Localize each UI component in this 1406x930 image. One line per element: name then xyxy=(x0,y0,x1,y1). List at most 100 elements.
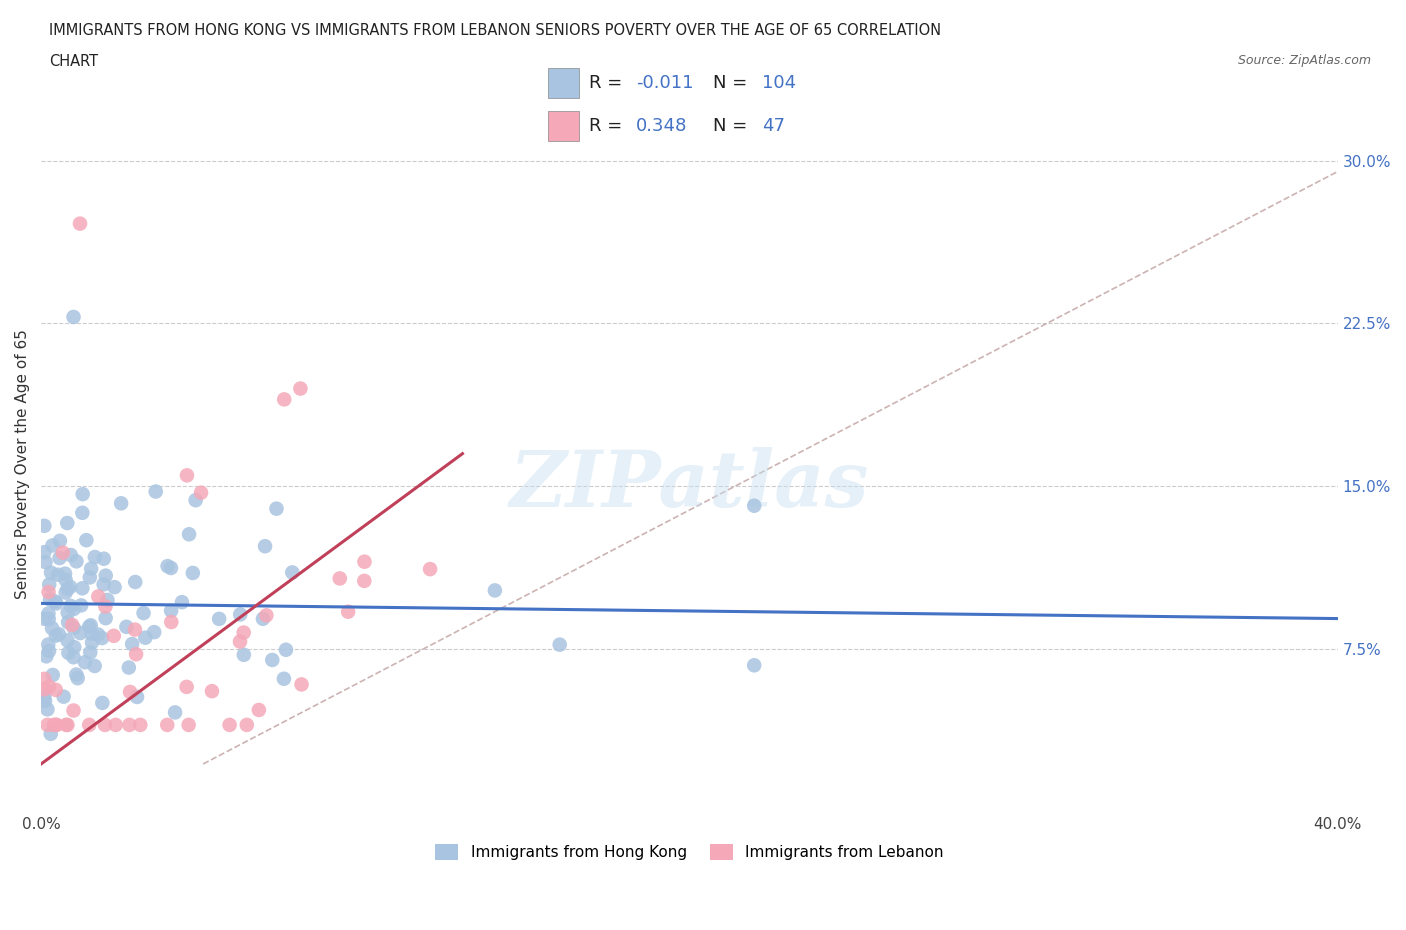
Point xyxy=(45,596,67,611)
Point xyxy=(91,631,114,645)
Point xyxy=(62,650,84,665)
Point xyxy=(254,608,277,623)
Point xyxy=(59,599,82,614)
Point xyxy=(484,583,506,598)
Point xyxy=(94,717,117,732)
Point xyxy=(229,634,252,649)
Point xyxy=(65,667,87,682)
Point xyxy=(156,559,179,574)
Point xyxy=(190,485,212,500)
Point xyxy=(337,604,360,619)
Point xyxy=(65,554,87,569)
Point xyxy=(290,381,312,396)
Point xyxy=(34,671,56,686)
Point xyxy=(118,684,141,699)
Point xyxy=(72,581,94,596)
Point xyxy=(177,526,200,541)
Point xyxy=(103,579,125,594)
Point xyxy=(34,611,56,626)
Point xyxy=(94,568,117,583)
Point xyxy=(252,611,274,626)
Point xyxy=(56,605,79,620)
Point xyxy=(87,589,110,604)
Text: 104: 104 xyxy=(762,74,796,92)
Point xyxy=(38,679,60,694)
Point xyxy=(39,726,62,741)
Point xyxy=(34,682,56,697)
Point xyxy=(273,392,295,406)
Text: ZIPatlas: ZIPatlas xyxy=(510,447,869,524)
Point xyxy=(548,637,571,652)
Point xyxy=(134,631,156,645)
Point xyxy=(45,683,67,698)
Text: -0.011: -0.011 xyxy=(636,74,693,92)
Point xyxy=(103,629,125,644)
Text: N =: N = xyxy=(713,74,754,92)
Point xyxy=(34,518,56,533)
Point xyxy=(56,581,79,596)
Point xyxy=(176,680,198,695)
Point xyxy=(254,538,277,553)
Point xyxy=(38,578,60,592)
Point xyxy=(160,615,183,630)
Point xyxy=(115,619,138,634)
Point xyxy=(41,538,63,553)
Point xyxy=(83,550,105,565)
Point xyxy=(91,696,114,711)
Point xyxy=(124,622,146,637)
Point xyxy=(229,607,252,622)
Point xyxy=(72,486,94,501)
Point xyxy=(42,717,65,732)
Point xyxy=(742,498,765,513)
Point xyxy=(34,689,56,704)
Point xyxy=(39,565,62,580)
Point xyxy=(125,689,148,704)
Point xyxy=(742,658,765,672)
Point xyxy=(52,689,75,704)
Point xyxy=(419,562,441,577)
Legend: Immigrants from Hong Kong, Immigrants from Lebanon: Immigrants from Hong Kong, Immigrants fr… xyxy=(429,838,949,867)
Point xyxy=(48,627,70,642)
Point xyxy=(56,615,79,630)
Point xyxy=(121,637,143,652)
Point xyxy=(44,594,66,609)
Point xyxy=(232,625,254,640)
Point xyxy=(70,598,93,613)
Point xyxy=(63,640,86,655)
Text: CHART: CHART xyxy=(49,54,98,69)
Point xyxy=(232,647,254,662)
Point xyxy=(34,545,56,560)
Point xyxy=(39,592,62,607)
Point xyxy=(45,717,67,732)
Point xyxy=(69,626,91,641)
Point xyxy=(262,653,284,668)
Point xyxy=(160,561,183,576)
Point xyxy=(72,505,94,520)
Point xyxy=(56,633,79,648)
Point xyxy=(184,493,207,508)
Point xyxy=(38,585,60,600)
Text: 47: 47 xyxy=(762,117,785,135)
Point xyxy=(77,619,100,634)
Point xyxy=(274,643,297,658)
Point xyxy=(62,602,84,617)
Point xyxy=(59,548,82,563)
Bar xyxy=(548,69,579,98)
Point xyxy=(37,702,59,717)
Text: IMMIGRANTS FROM HONG KONG VS IMMIGRANTS FROM LEBANON SENIORS POVERTY OVER THE AG: IMMIGRANTS FROM HONG KONG VS IMMIGRANTS … xyxy=(49,23,942,38)
Point xyxy=(60,618,83,632)
Point xyxy=(45,717,67,732)
Bar xyxy=(548,112,579,140)
Point xyxy=(208,611,231,626)
Point xyxy=(37,717,59,732)
Point xyxy=(80,635,103,650)
Point xyxy=(118,717,141,732)
Point xyxy=(80,626,103,641)
Point xyxy=(124,575,146,590)
Point xyxy=(93,577,115,591)
Point xyxy=(93,551,115,566)
Point xyxy=(38,644,60,658)
Point xyxy=(80,562,103,577)
Point xyxy=(55,717,77,732)
Point xyxy=(66,671,89,685)
